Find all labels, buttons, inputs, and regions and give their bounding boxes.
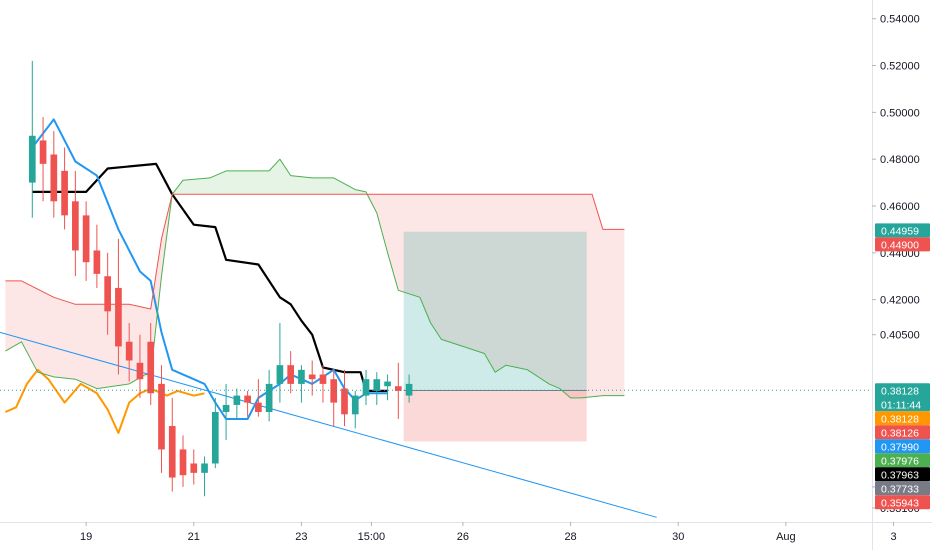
cloud-area-1 <box>366 194 625 398</box>
price-badge-bg-7 <box>875 467 930 482</box>
price-badge-bg-6 <box>875 453 930 468</box>
time-tick-label-4: 26 <box>457 531 469 543</box>
candle-body-7[interactable] <box>104 276 111 312</box>
price-badge-0[interactable]: 0.44959 <box>875 223 930 238</box>
candle-body-23[interactable] <box>276 365 284 384</box>
price-badge-value-0: 0.44959 <box>881 225 919 237</box>
price-badge-value-5: 0.37990 <box>881 441 919 453</box>
candle-body-10[interactable] <box>136 362 144 380</box>
candle-body-22[interactable] <box>265 383 273 412</box>
price-badge-5[interactable]: 0.37990 <box>875 439 930 454</box>
candle-body-21[interactable] <box>255 402 262 412</box>
price-badge-1[interactable]: 0.44900 <box>875 237 930 252</box>
price-tick-label-2: 0.50000 <box>880 107 920 119</box>
candle-body-6[interactable] <box>93 250 101 274</box>
candle-body-19[interactable] <box>233 395 241 405</box>
price-badge-bg-1 <box>875 237 930 252</box>
candle-body-27[interactable] <box>319 374 327 384</box>
candle-body-24[interactable] <box>287 365 295 384</box>
indicator-line-2 <box>4 368 205 434</box>
price-badge-countdown-2: 01:11:44 <box>881 399 921 411</box>
candle-body-30[interactable] <box>351 395 359 415</box>
time-tick-label-6: 30 <box>672 531 684 543</box>
price-badge-7[interactable]: 0.37963 <box>875 467 930 482</box>
candle-body-14[interactable] <box>179 449 187 476</box>
candle-body-31[interactable] <box>362 379 370 396</box>
candle-body-9[interactable] <box>125 341 133 361</box>
plot-area[interactable] <box>0 60 872 518</box>
candle-body-11[interactable] <box>147 341 155 394</box>
price-badge-4[interactable]: 0.38126 <box>875 425 930 440</box>
candle-body-17[interactable] <box>211 411 219 464</box>
cloud-area-2 <box>5 194 173 389</box>
candle-body-32[interactable] <box>373 379 381 391</box>
candle-body-8[interactable] <box>115 287 122 347</box>
price-badge-value-6: 0.37976 <box>881 455 919 467</box>
candle-body-3[interactable] <box>61 170 68 216</box>
candle-body-26[interactable] <box>308 374 316 380</box>
time-tick-label-2: 23 <box>295 531 307 543</box>
candle-body-28[interactable] <box>330 379 338 403</box>
price-badge-bg-3 <box>875 411 930 426</box>
trendline[interactable] <box>0 331 657 518</box>
candle-body-16[interactable] <box>201 463 208 473</box>
time-tick-label-5: 28 <box>564 531 576 543</box>
indicator-line-3 <box>5 158 625 399</box>
candle-body-18[interactable] <box>222 404 230 412</box>
price-tick-label-1: 0.52000 <box>880 61 920 73</box>
candle-body-33[interactable] <box>384 381 391 387</box>
price-badge-bg-9 <box>875 495 930 510</box>
candle-body-34[interactable] <box>394 386 402 391</box>
time-tick-label-8: 3 <box>890 531 896 543</box>
price-badge-3[interactable]: 0.38128 <box>875 411 930 426</box>
candle-body-5[interactable] <box>82 215 90 263</box>
price-badge-value-4: 0.38126 <box>881 427 919 439</box>
price-badge-8[interactable]: 0.37733 <box>875 481 930 496</box>
indicator-line-4 <box>5 193 625 310</box>
price-badge-6[interactable]: 0.37976 <box>875 453 930 468</box>
candle-body-20[interactable] <box>244 395 251 403</box>
price-tick-label-6: 0.42000 <box>880 295 920 307</box>
indicator-line-0 <box>32 162 388 392</box>
time-tick-label-7: Aug <box>776 531 796 543</box>
price-badge-9[interactable]: 0.35943 <box>875 495 930 510</box>
candle-body-35[interactable] <box>405 383 413 396</box>
price-tick-label-4: 0.46000 <box>880 201 920 213</box>
cloud-area-0 <box>172 159 366 195</box>
candle-body-2[interactable] <box>50 154 58 202</box>
price-badge-bg-0 <box>875 223 930 238</box>
candle-body-29[interactable] <box>341 388 348 415</box>
time-tick-label-3: 15:00 <box>358 531 386 543</box>
price-tick-label-3: 0.48000 <box>880 154 920 166</box>
candle-body-15[interactable] <box>190 463 198 473</box>
price-badge-value-1: 0.44900 <box>881 239 919 251</box>
candle-body-1[interactable] <box>39 140 47 164</box>
price-tick-label-7: 0.40500 <box>880 330 920 342</box>
price-badge-value-8: 0.37733 <box>881 483 919 495</box>
price-badge-value-3: 0.38128 <box>881 413 919 425</box>
candle-body-0[interactable] <box>28 135 36 183</box>
position-profit-zone[interactable] <box>403 231 587 391</box>
price-badge-2[interactable]: 0.38128 01:11:44 <box>875 383 930 412</box>
price-badge-bg-8 <box>875 481 930 496</box>
candle-body-12[interactable] <box>158 383 165 450</box>
price-badge-bg-2 <box>875 383 930 412</box>
time-tick-label-0: 19 <box>80 531 92 543</box>
price-badge-value-2: 0.38128 <box>881 385 919 397</box>
price-tick-label-0: 0.54000 <box>880 14 920 26</box>
price-badge-value-7: 0.37963 <box>881 469 919 481</box>
candle-body-25[interactable] <box>298 369 305 384</box>
price-badge-bg-4 <box>875 425 930 440</box>
candle-body-13[interactable] <box>168 426 176 478</box>
time-tick-label-1: 21 <box>188 531 200 543</box>
position-loss-zone[interactable] <box>403 390 587 442</box>
price-badge-bg-5 <box>875 439 930 454</box>
price-badge-value-9: 0.35943 <box>881 497 919 509</box>
candle-body-4[interactable] <box>72 201 79 251</box>
